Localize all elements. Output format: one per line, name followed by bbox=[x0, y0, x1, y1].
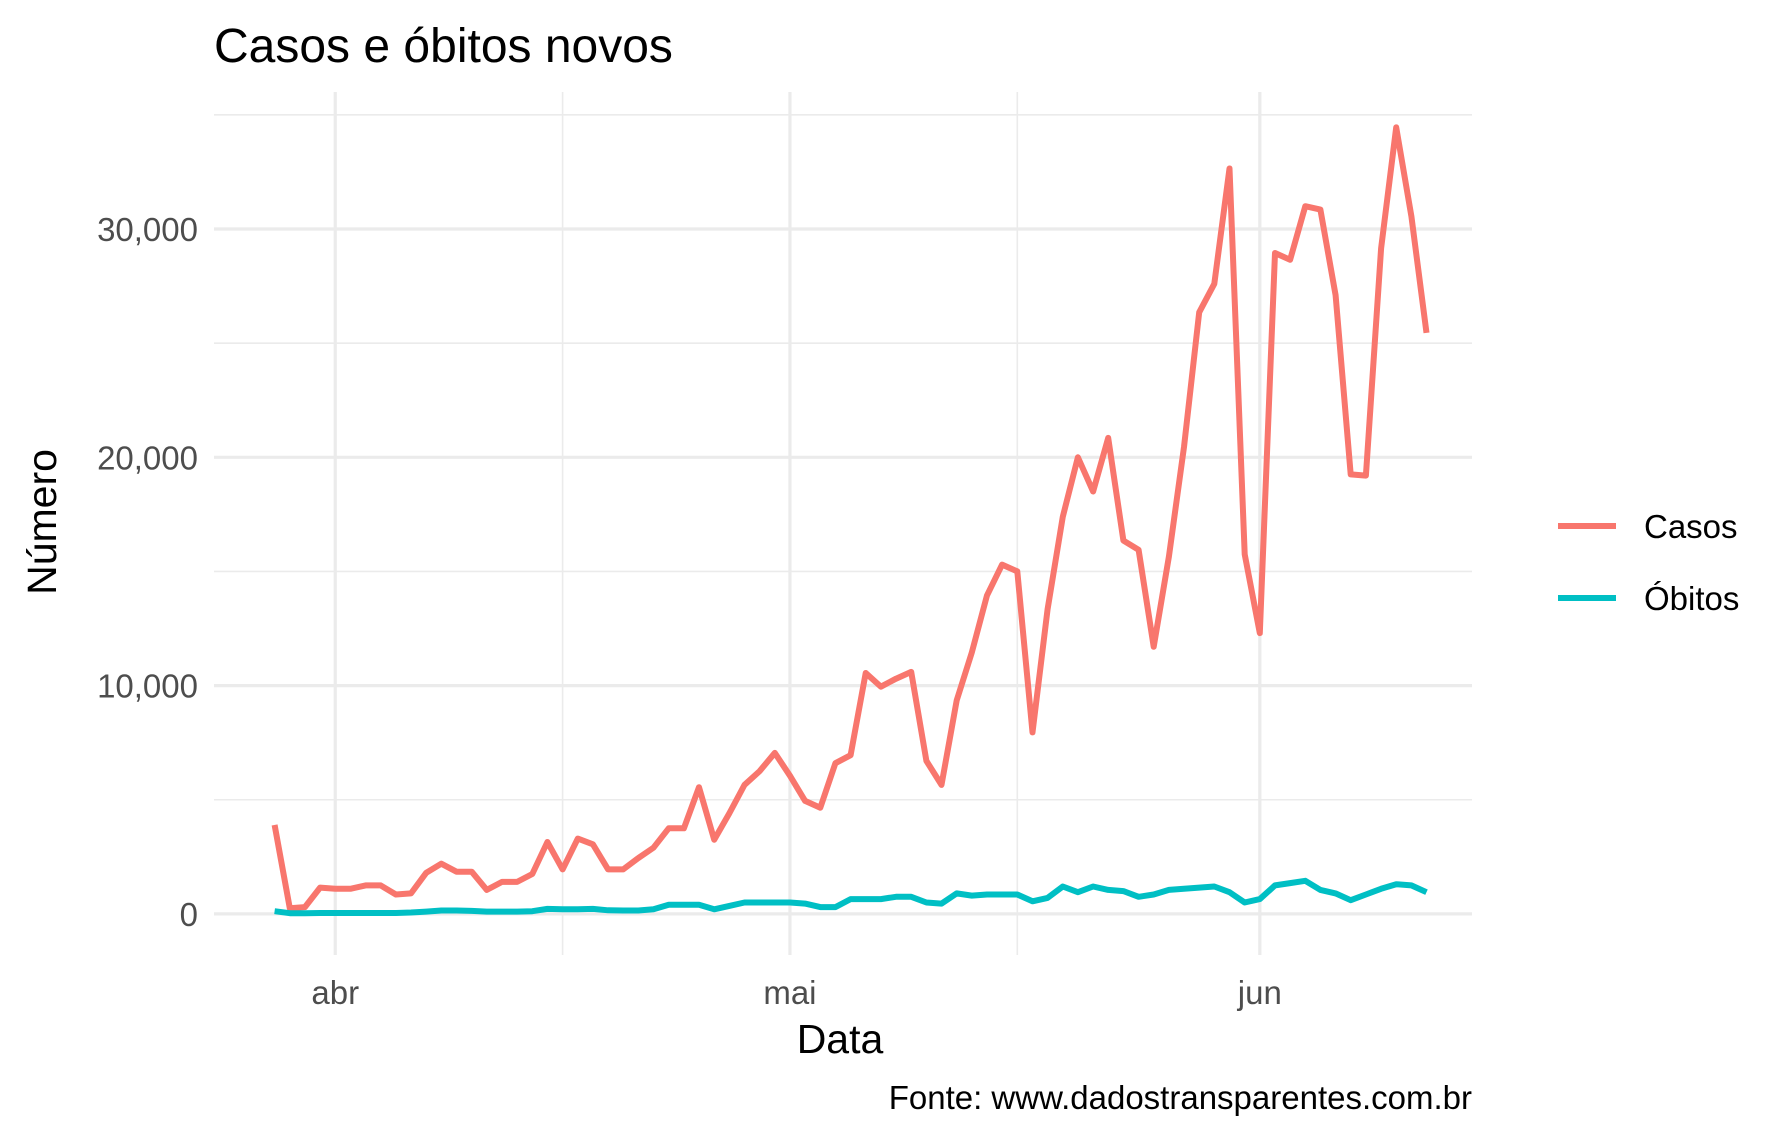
y-tick-labels: 0 10,000 20,000 30,000 bbox=[97, 211, 198, 933]
chart-title: Casos e óbitos novos bbox=[214, 20, 673, 73]
series-casos bbox=[271, 124, 1430, 912]
series-layer bbox=[271, 124, 1430, 917]
y-axis-title: Número bbox=[19, 449, 65, 595]
y-tick-label: 10,000 bbox=[97, 668, 198, 705]
y-tick-label: 30,000 bbox=[97, 211, 198, 248]
series--bitos bbox=[274, 877, 1428, 917]
series-line bbox=[271, 124, 1430, 912]
legend-item: Casos bbox=[1558, 508, 1738, 545]
y-tick-label: 0 bbox=[180, 896, 198, 933]
x-axis-title: Data bbox=[797, 1016, 884, 1062]
x-tick-label: jun bbox=[1237, 974, 1282, 1011]
legend-label: Casos bbox=[1644, 508, 1738, 545]
major-gridlines bbox=[214, 92, 1472, 955]
x-tick-labels: abr mai jun bbox=[311, 974, 1281, 1011]
x-tick-label: mai bbox=[763, 974, 816, 1011]
x-tick-label: abr bbox=[311, 974, 359, 1011]
legend-label: Óbitos bbox=[1644, 580, 1739, 617]
legend: Casos Óbitos bbox=[1558, 508, 1739, 617]
legend-item: Óbitos bbox=[1558, 580, 1739, 617]
minor-gridlines bbox=[214, 92, 1472, 955]
source-caption: Fonte: www.dadostransparentes.com.br bbox=[889, 1079, 1472, 1116]
y-tick-label: 20,000 bbox=[97, 439, 198, 476]
series-line bbox=[274, 877, 1428, 917]
